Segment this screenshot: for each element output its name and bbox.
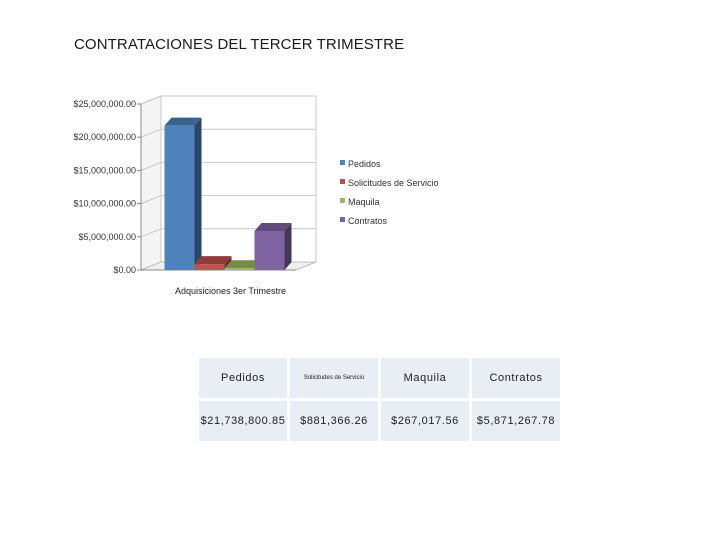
bar-top	[224, 260, 262, 269]
chart: $0.00 $5,000,000.00 $10,000,000.00 $15,000,…	[73, 95, 439, 296]
legend-label: Contratos	[348, 216, 388, 226]
y-tick-label: $10,000,000.00	[73, 199, 136, 209]
y-tick-label: $20,000,000.00	[73, 132, 136, 142]
bar-front	[164, 125, 195, 271]
table-value-maquila: $267,017.56	[381, 401, 469, 441]
legend-swatch	[340, 198, 345, 203]
table-header-maquila: Maquila	[381, 358, 469, 398]
y-tick-label: $0.00	[113, 265, 136, 275]
page-title: CONTRATACIONES DEL TERCER TRIMESTRE	[74, 36, 405, 53]
table-value-pedidos: $21,738,800.85	[199, 401, 287, 441]
y-axis-ticks: $0.00 $5,000,000.00 $10,000,000.00 $15,000,…	[73, 99, 136, 275]
bar-top	[164, 117, 202, 126]
bar-front	[254, 231, 285, 270]
y-tick-label: $15,000,000.00	[73, 165, 136, 175]
bar-side	[194, 117, 202, 271]
table-header-row: Pedidos Solicitudes de Servicio Maquila …	[199, 358, 560, 398]
chart-bars	[164, 117, 292, 271]
table-value-contratos: $5,871,267.78	[472, 401, 560, 441]
legend-item: Contratos	[340, 216, 388, 226]
gridline	[140, 195, 316, 205]
legend-label: Pedidos	[348, 159, 381, 169]
x-axis-categories: Adquisiciones 3er Trimestre	[175, 286, 286, 296]
y-tick-label: $25,000,000.00	[73, 99, 136, 109]
legend-item: Pedidos	[340, 159, 381, 169]
legend-swatch	[340, 217, 345, 222]
bar-contratos	[254, 223, 292, 270]
legend-label: Solicitudes de Servicio	[348, 178, 439, 188]
table-header-contratos: Contratos	[472, 358, 560, 398]
data-table: Pedidos Solicitudes de Servicio Maquila …	[196, 355, 563, 444]
table-header-solicitudes: Solicitudes de Servicio	[290, 358, 378, 398]
chart-side-wall	[140, 95, 162, 271]
table-value-row: $21,738,800.85 $881,366.26 $267,017.56 $…	[199, 401, 560, 441]
legend-swatch	[340, 160, 345, 165]
table-value-solicitudes: $881,366.26	[290, 401, 378, 441]
chart-legend: Pedidos Solicitudes de Servicio Maquila Con…	[340, 159, 439, 226]
gridline	[140, 161, 316, 171]
legend-swatch	[340, 179, 345, 184]
legend-item: Maquila	[340, 197, 380, 207]
y-tick-label: $5,000,000.00	[78, 232, 136, 242]
table-header-pedidos: Pedidos	[199, 358, 287, 398]
bar-front	[224, 268, 255, 270]
gridline	[140, 95, 316, 105]
bar-top	[254, 223, 292, 232]
legend-item: Solicitudes de Servicio	[340, 178, 439, 188]
bar-pedidos	[164, 117, 202, 271]
legend-label: Maquila	[348, 197, 380, 207]
x-category-label: Adquisiciones 3er Trimestre	[175, 286, 286, 296]
bar-top	[194, 256, 232, 265]
gridline	[140, 128, 316, 138]
bar-front	[194, 264, 225, 270]
bar-side	[284, 223, 292, 270]
